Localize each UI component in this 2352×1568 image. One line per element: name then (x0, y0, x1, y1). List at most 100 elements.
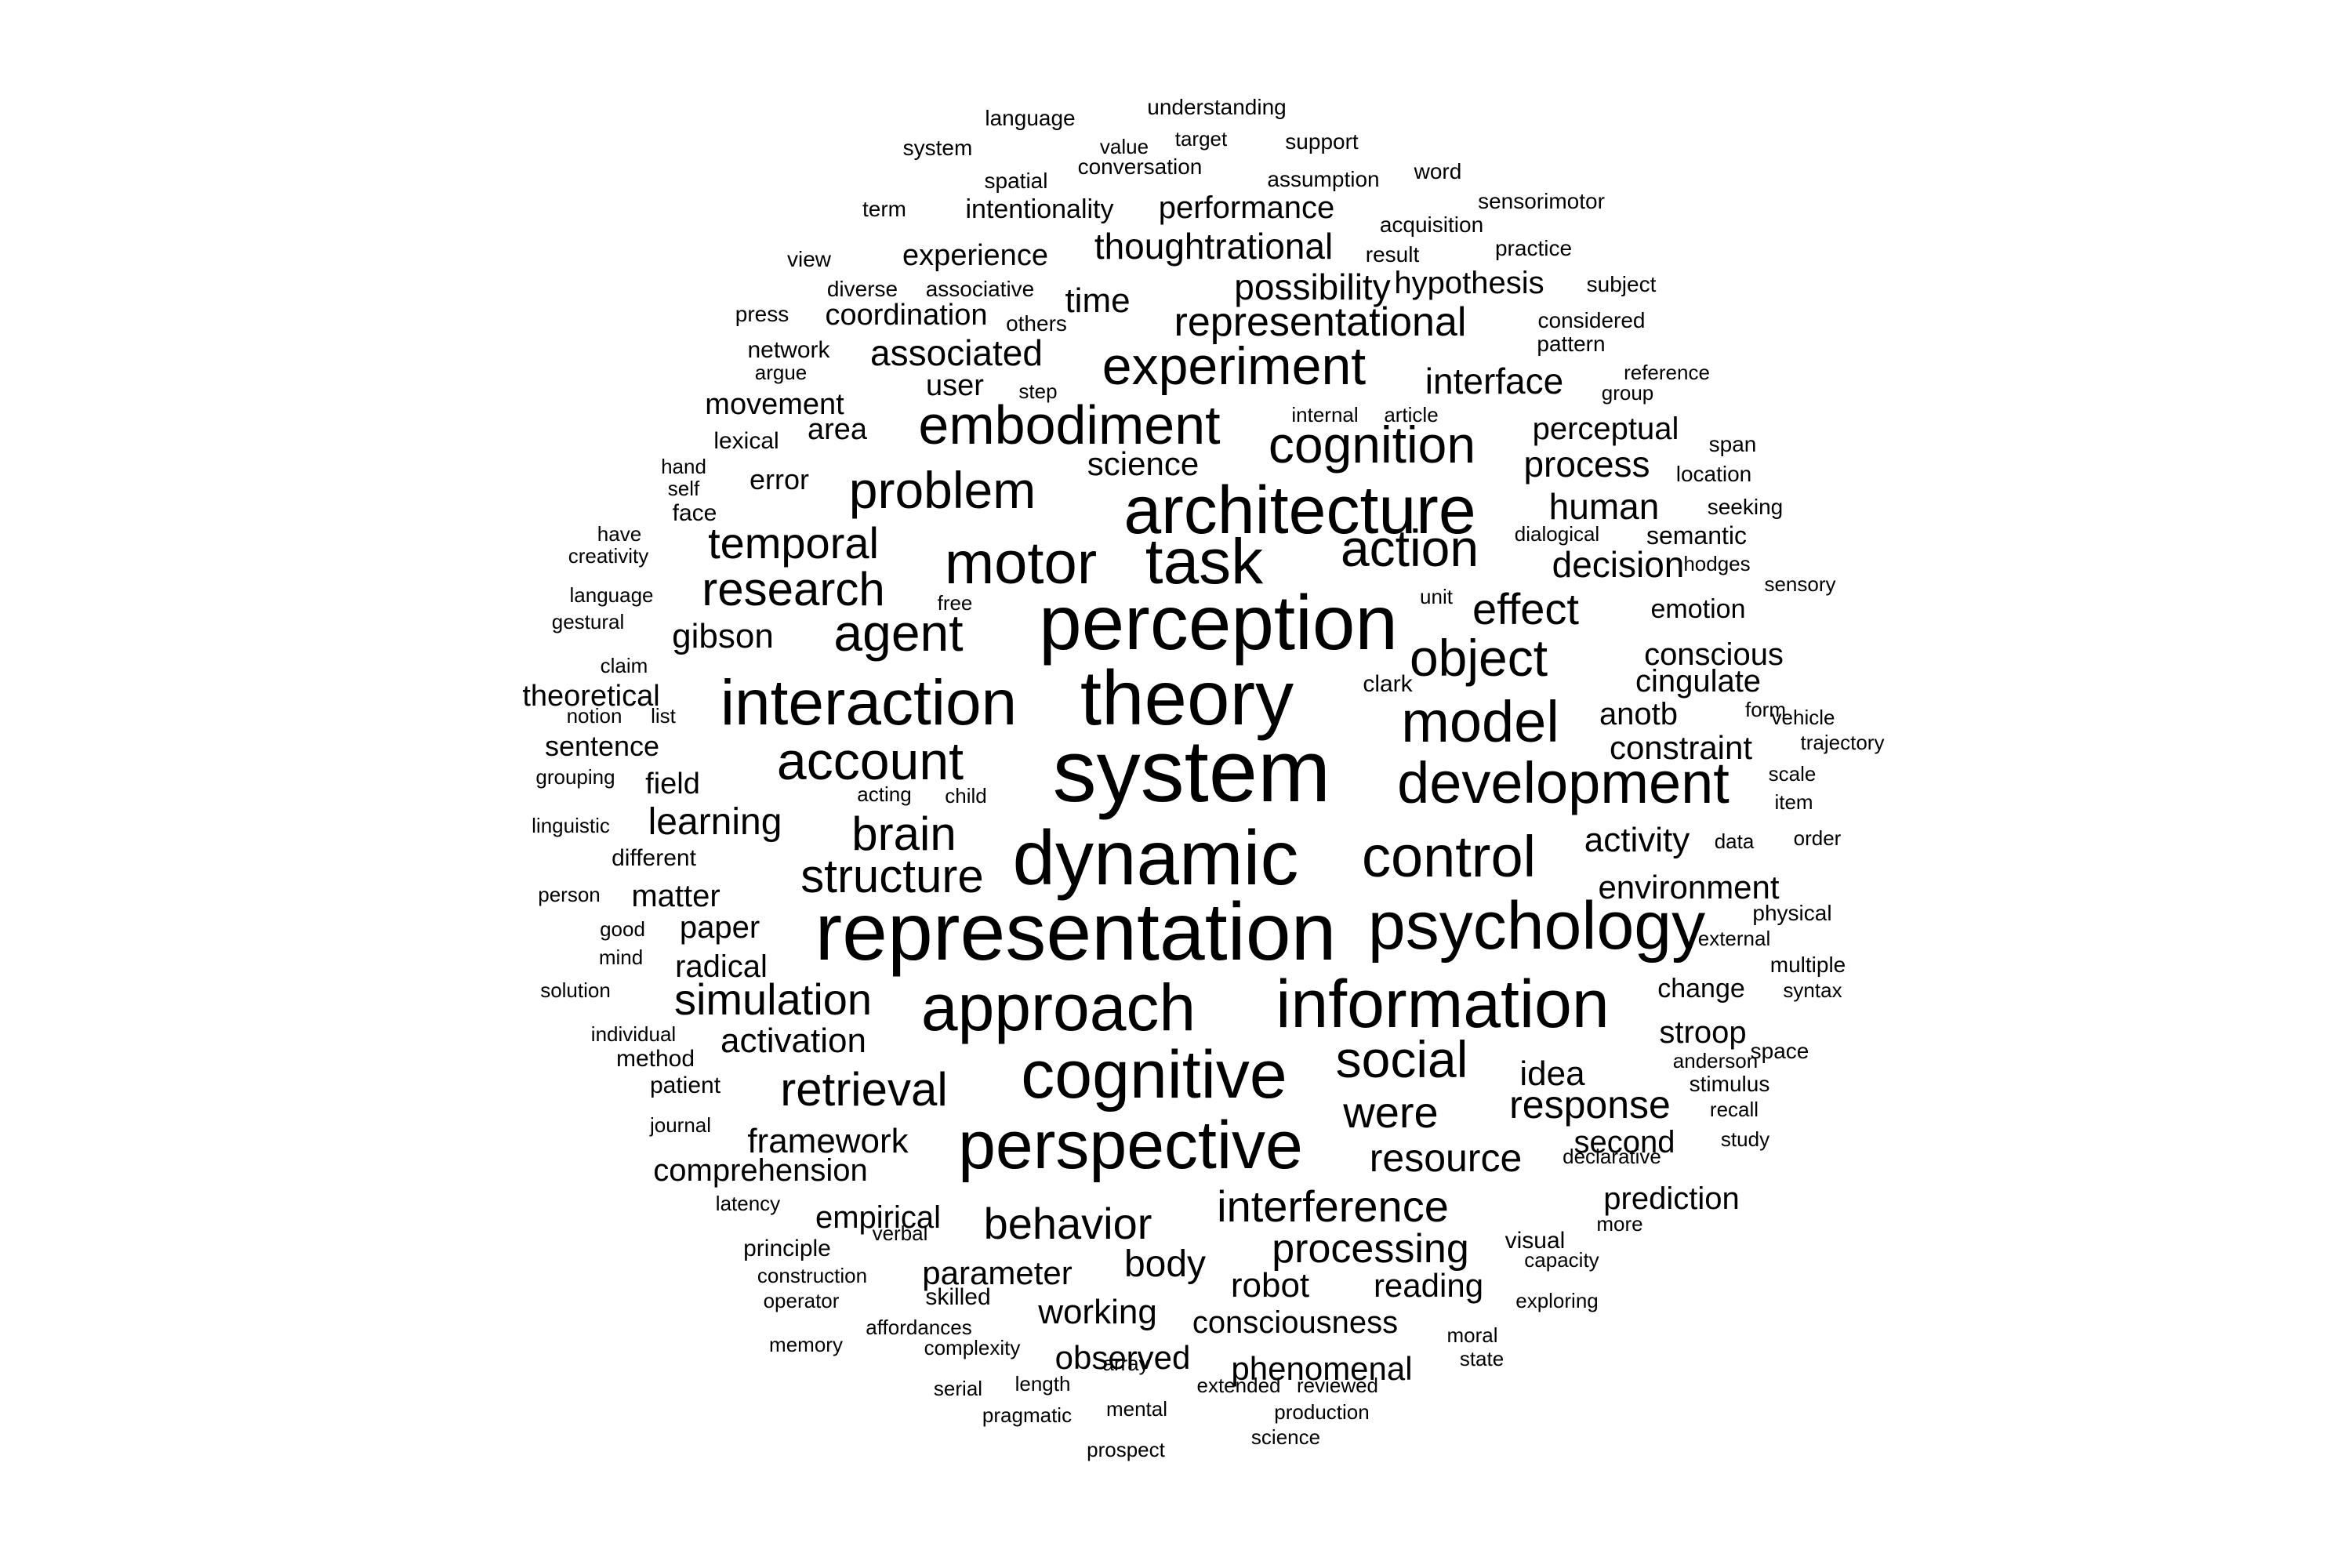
cloud-word: science (1251, 1425, 1320, 1449)
cloud-word: capacity (1524, 1248, 1599, 1272)
cloud-word: emotion (1651, 594, 1746, 624)
cloud-word: acquisition (1380, 212, 1483, 237)
cloud-word: anotb (1599, 697, 1678, 731)
cloud-word: human (1549, 486, 1660, 527)
cloud-word: experience (902, 239, 1048, 272)
cloud-word: account (777, 731, 964, 791)
cloud-word: body (1124, 1243, 1206, 1285)
cloud-word: reviewed (1297, 1374, 1378, 1397)
cloud-word: target (1175, 127, 1228, 151)
cloud-word: visual (1505, 1228, 1566, 1254)
cloud-word: sensory (1764, 572, 1835, 596)
cloud-word: coordination (825, 299, 987, 332)
cloud-word: effect (1472, 584, 1579, 633)
cloud-word: production (1274, 1400, 1369, 1424)
cloud-word: anderson (1673, 1049, 1758, 1073)
cloud-word: parameter (922, 1254, 1072, 1291)
cloud-word: constraint (1610, 729, 1752, 766)
cloud-word: error (750, 463, 809, 495)
cloud-word: behavior (984, 1199, 1152, 1248)
cloud-word: representation (815, 887, 1337, 978)
cloud-word: associated (870, 332, 1043, 373)
cloud-word: complexity (924, 1336, 1021, 1359)
cloud-word: intentionality (965, 194, 1113, 224)
cloud-word: lexical (713, 428, 779, 454)
cloud-word: solution (540, 978, 611, 1002)
cloud-word: press (735, 302, 789, 326)
cloud-word: brain (851, 808, 956, 860)
cloud-word: data (1715, 829, 1755, 853)
cloud-word: individual (591, 1022, 676, 1046)
cloud-word: environment (1598, 869, 1779, 906)
cloud-word: clark (1363, 671, 1413, 697)
cloud-word: sensorimotor (1478, 189, 1605, 213)
cloud-word: declarative (1563, 1145, 1661, 1168)
cloud-word: self (668, 477, 700, 500)
cloud-word: psychology (1368, 888, 1705, 964)
cloud-word: observed (1055, 1339, 1191, 1376)
cloud-word: gibson (672, 617, 774, 655)
cloud-word: item (1774, 790, 1813, 814)
cloud-word: user (926, 369, 984, 402)
cloud-word: assumption (1267, 167, 1379, 191)
cloud-word: task (1145, 526, 1264, 597)
cloud-word: step (1018, 379, 1057, 403)
cloud-word: mind (599, 946, 643, 969)
cloud-word: good (600, 917, 645, 941)
cloud-word: creativity (568, 544, 649, 568)
cloud-word: response (1509, 1083, 1671, 1127)
cloud-word: term (862, 197, 906, 221)
cloud-word: process (1523, 444, 1650, 485)
cloud-word: memory (769, 1333, 843, 1356)
cloud-word: conversation (1078, 154, 1203, 179)
cloud-word: decision (1552, 544, 1685, 585)
cloud-word: paper (680, 910, 760, 945)
cloud-word: length (1015, 1372, 1071, 1396)
cloud-word: group (1602, 381, 1654, 405)
cloud-word: child (945, 784, 986, 808)
cloud-word: framework (747, 1122, 909, 1160)
cloud-word: journal (649, 1113, 711, 1137)
cloud-word: interface (1425, 361, 1563, 401)
cloud-word: architecture (1123, 473, 1475, 548)
cloud-word: retrieval (780, 1063, 947, 1116)
cloud-word: pattern (1537, 332, 1605, 356)
cloud-word: dynamic (1013, 815, 1299, 901)
cloud-word: representational (1174, 299, 1467, 345)
cloud-word: form (1745, 698, 1786, 721)
cloud-word: thoughtrational (1094, 226, 1333, 267)
cloud-word: semantic (1646, 521, 1747, 550)
cloud-word: more (1596, 1212, 1642, 1236)
cloud-word: patient (650, 1073, 721, 1098)
cloud-word: list (651, 704, 677, 728)
cloud-word: latency (716, 1192, 780, 1215)
cloud-word: hypothesis (1394, 266, 1544, 300)
cloud-word: second (1574, 1125, 1675, 1160)
cloud-word: hodges (1683, 552, 1750, 575)
cloud-word: location (1676, 462, 1752, 486)
cloud-word: comprehension (653, 1153, 868, 1188)
cloud-word: practice (1495, 236, 1572, 260)
cloud-word: motor (945, 530, 1097, 597)
cloud-word: activity (1584, 821, 1690, 859)
cloud-word: hand (661, 455, 706, 478)
cloud-word: theoretical (522, 680, 659, 713)
cloud-word: time (1065, 281, 1130, 320)
cloud-word: construction (757, 1264, 867, 1287)
cloud-word: linguistic (532, 814, 610, 837)
cloud-word: operator (764, 1289, 840, 1312)
cloud-word: information (1276, 967, 1609, 1042)
cloud-word: learning (648, 801, 782, 843)
cloud-word: field (645, 768, 700, 800)
cloud-word: spatial (985, 169, 1048, 193)
cloud-word: internal (1291, 403, 1358, 426)
cloud-word: article (1384, 403, 1438, 426)
cloud-word: movement (705, 388, 844, 421)
cloud-word: embodiment (918, 394, 1220, 456)
cloud-word: empirical (815, 1200, 941, 1235)
cloud-word: pragmatic (982, 1403, 1072, 1427)
cloud-word: grouping (535, 765, 615, 789)
cloud-word: multiple (1770, 953, 1846, 977)
cloud-word: simulation (674, 975, 872, 1024)
cloud-word: theory (1080, 655, 1294, 741)
